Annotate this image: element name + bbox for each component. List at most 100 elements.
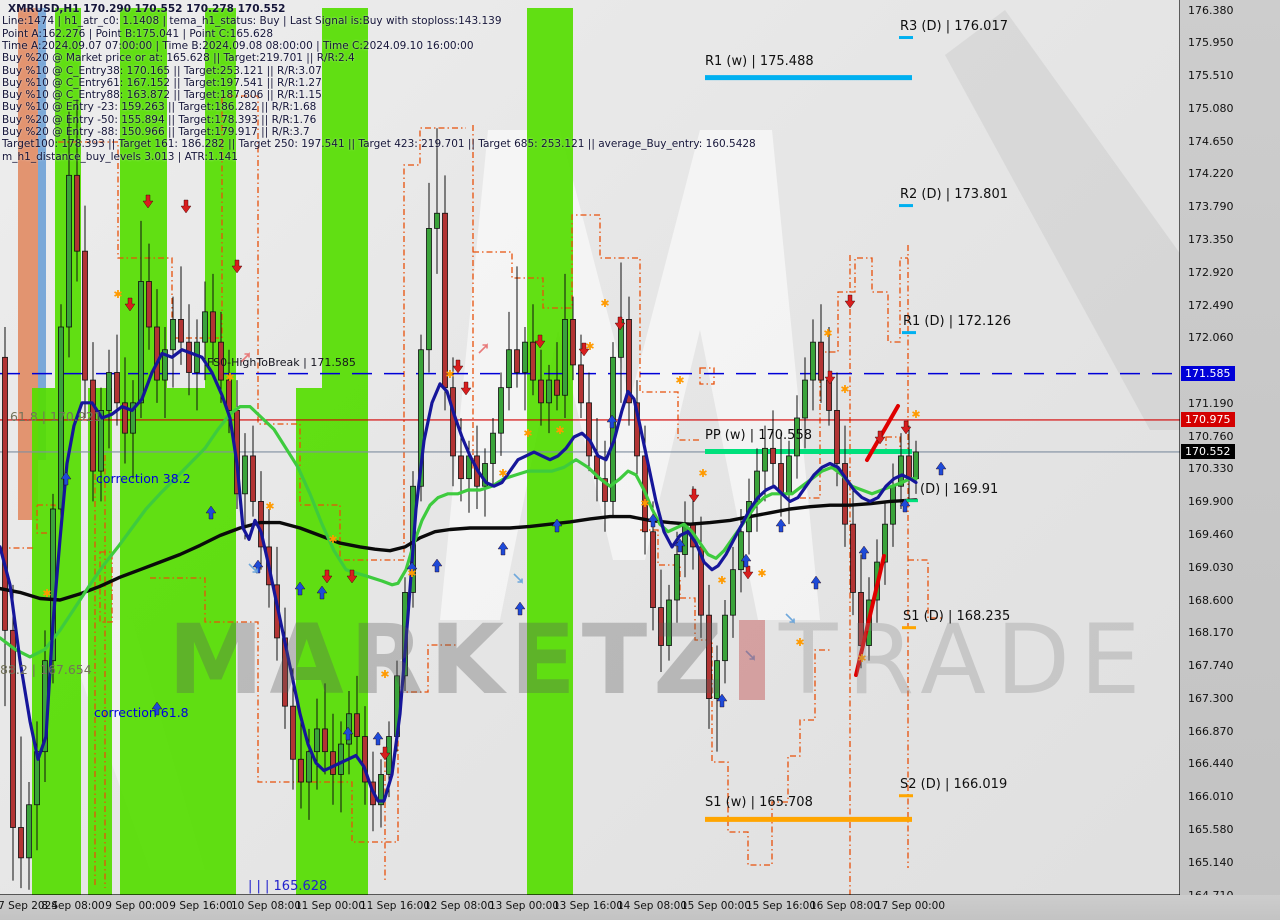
weekly-pivot-label: R1 (w) | 175.488 — [705, 53, 814, 69]
candle-bear — [906, 455, 912, 480]
candle-bear — [706, 614, 712, 699]
candle-bear — [10, 629, 16, 828]
time-tick-label: 9 Sep 00:00 — [105, 900, 169, 912]
buy-signal-arrow-icon — [252, 559, 264, 574]
info-line: m_h1_distance_buy_levels 3.013 | ATR:1.1… — [2, 150, 238, 163]
price-tick-label: 169.900 — [1188, 495, 1234, 509]
price-tick-label: 166.870 — [1188, 724, 1234, 738]
buy-signal-arrow-icon — [858, 545, 870, 560]
time-tick-label: 15 Sep 16:00 — [745, 900, 817, 912]
session-band-green — [167, 388, 205, 895]
candle-bull — [913, 451, 919, 480]
time-axis[interactable]: 7 Sep 2024 8 Sep 08:00 9 Sep 00:00 9 Sep 16… — [0, 895, 1280, 920]
sell-signal-arrow-icon — [180, 199, 192, 214]
star-marker-icon: ✱ — [840, 383, 849, 396]
daily-pivot-label: R3 (D) | 176.017 — [900, 18, 1008, 34]
candle-bear — [354, 713, 360, 737]
stop-envelope-line — [800, 257, 908, 499]
candle-bear — [178, 319, 184, 343]
candle-bull — [314, 728, 320, 753]
hollow-down-arrow-icon — [478, 343, 488, 354]
price-badge: 171.585 — [1181, 365, 1235, 381]
star-marker-icon: ✱ — [498, 467, 507, 480]
price-tick-label: 175.080 — [1188, 101, 1234, 115]
candle-bull — [666, 599, 672, 646]
candle-bear — [818, 341, 824, 381]
daily-pivot-label: S2 (D) | 166.019 — [900, 776, 1008, 792]
candle-bear — [362, 736, 368, 783]
star-marker-icon: ✱ — [225, 371, 234, 384]
price-tick-label: 170.330 — [1188, 462, 1234, 476]
star-marker-icon: ✱ — [600, 297, 609, 310]
candle-bull — [802, 379, 808, 419]
sell-signal-arrow-icon — [614, 316, 626, 331]
buy-signal-arrow-icon — [372, 731, 384, 746]
candle-bear — [578, 364, 584, 404]
buy-signal-arrow-icon — [606, 414, 618, 429]
sell-signal-arrow-icon — [824, 370, 836, 385]
candle-series — [2, 99, 919, 890]
star-marker-icon: ✱ — [857, 652, 866, 665]
sell-signal-arrow-icon — [379, 746, 391, 761]
star-marker-icon: ✱ — [445, 368, 454, 381]
star-marker-icon: ✱ — [265, 500, 274, 513]
buy-signal-arrow-icon — [497, 541, 509, 556]
price-tick-label: 174.650 — [1188, 134, 1234, 148]
info-line: XMRUSD,H1 170.290 170.552 170.278 170.55… — [8, 3, 286, 15]
daily-pivot-label: S1 (D) | 168.235 — [903, 608, 1011, 624]
star-marker-icon: ✱ — [717, 574, 726, 587]
info-line: Target100: 178.393 || Target 161: 186.28… — [2, 138, 756, 151]
star-marker-icon: ✱ — [328, 533, 337, 546]
candle-bear — [770, 447, 776, 464]
candle-bear — [602, 478, 608, 502]
price-tick-label: 173.790 — [1188, 200, 1234, 214]
daily-pivot-label: R1 (D) | 172.126 — [903, 313, 1011, 329]
ma_black-line — [0, 498, 918, 602]
star-marker-icon: ✱ — [757, 567, 766, 580]
trend-line — [854, 554, 886, 677]
time-tick-label: 13 Sep 16:00 — [552, 900, 624, 912]
time-tick-label: 13 Sep 00:00 — [488, 900, 560, 912]
price-tick-label: 175.510 — [1188, 69, 1234, 83]
candle-bull — [426, 228, 432, 351]
buy-signal-arrow-icon — [899, 498, 911, 513]
hollow-up-arrow-icon — [513, 573, 523, 584]
stop-envelope-line — [908, 559, 944, 619]
candle-bear — [210, 311, 216, 343]
buy-signal-arrow-icon — [935, 461, 947, 476]
price-tick-label: 167.740 — [1188, 659, 1234, 673]
star-marker-icon: ✱ — [698, 467, 707, 480]
candle-bear — [834, 410, 840, 464]
buy-signal-arrow-icon — [151, 701, 163, 716]
candle-bull — [418, 349, 424, 487]
price-tick-label: 169.460 — [1188, 527, 1234, 541]
sell-signal-arrow-icon — [452, 359, 464, 374]
candle-bear — [250, 455, 256, 502]
info-line: Buy %10 @ C_Entry38: 170.165 || Target:2… — [2, 64, 322, 77]
candle-bull — [242, 455, 248, 495]
trend-line — [865, 404, 900, 462]
sell-signal-arrow-icon — [844, 294, 856, 309]
session-band-green — [88, 388, 112, 895]
candle-bear — [186, 341, 192, 373]
candle-bear — [538, 379, 544, 404]
chart-object-label: FS0-HighToBreak | 171.585 — [207, 356, 356, 369]
price-badge: 170.975 — [1181, 411, 1235, 427]
candle-bull — [786, 455, 792, 495]
info-line: Buy %20 @ Entry -88: 150.966 || Target:1… — [2, 126, 310, 138]
sell-signal-arrow-icon — [578, 342, 590, 357]
candle-bear — [18, 827, 24, 859]
candle-bull — [794, 417, 800, 457]
price-axis[interactable]: 176.380 175.950 175.510 175.080 174.650 174.2… — [1180, 0, 1280, 902]
stop-envelope-line — [150, 577, 458, 843]
candle-bear — [858, 592, 864, 646]
time-tick-label: 8 Sep 08:00 — [41, 900, 105, 912]
hollow-up-arrow-icon — [785, 613, 795, 624]
candle-bear — [554, 379, 560, 396]
buy-signal-arrow-icon — [431, 558, 443, 573]
time-tick-label: 9 Sep 16:00 — [169, 900, 233, 912]
candle-bear — [290, 705, 296, 760]
time-tick-label: 14 Sep 08:00 — [616, 900, 688, 912]
price-tick-label: 165.140 — [1188, 855, 1234, 869]
